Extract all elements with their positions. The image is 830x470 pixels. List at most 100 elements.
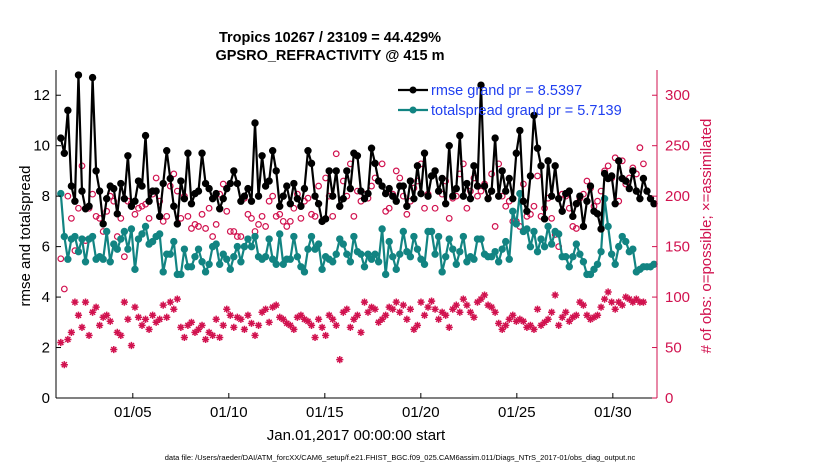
assimilated-obs-point	[629, 298, 637, 306]
series-rmse-point	[325, 167, 333, 175]
assimilated-obs-point	[562, 308, 570, 316]
assimilated-obs-point	[103, 311, 111, 319]
possible-obs-point	[92, 212, 100, 220]
legend-rmse-label: rmse grand pr = 8.5397	[431, 83, 582, 99]
series-rmse-point	[92, 167, 100, 175]
possible-obs-point	[636, 144, 644, 152]
chart-title-line2: GPSRO_REFRACTIVITY @ 415 m	[215, 48, 444, 64]
assimilated-obs-point	[124, 315, 132, 323]
assimilated-obs-point	[389, 305, 397, 313]
series-rmse-point	[261, 182, 270, 190]
legend-totalspread-marker	[409, 106, 417, 114]
series-rmse-point	[145, 197, 153, 205]
assimilated-obs-point	[191, 328, 199, 336]
assimilated-obs-point	[293, 313, 301, 321]
series-rmse-point	[357, 187, 365, 195]
series-totalspread-point	[615, 242, 623, 251]
x-tick-label: 01/25	[498, 404, 536, 421]
assimilated-obs-point	[495, 319, 503, 327]
assimilated-obs-point	[120, 298, 128, 306]
series-totalspread-point	[371, 250, 379, 258]
assimilated-obs-point	[67, 328, 75, 336]
x-tick-label: 01/10	[210, 404, 248, 421]
assimilated-obs-point	[406, 305, 414, 313]
series-rmse-point	[526, 172, 535, 180]
series-rmse-point	[343, 167, 351, 175]
series-totalspread-point	[99, 255, 107, 263]
series-totalspread-point	[445, 235, 453, 243]
y-right-tick-label: 50	[665, 340, 682, 357]
series-rmse-point	[184, 149, 192, 157]
assimilated-obs-point	[258, 308, 266, 316]
assimilated-obs-point	[484, 301, 492, 309]
x-tick-label: 01/20	[402, 404, 440, 421]
possible-obs-point	[67, 214, 75, 222]
series-rmse-point	[551, 162, 559, 170]
assimilated-obs-point	[159, 301, 167, 309]
series-rmse-point	[593, 210, 602, 218]
assimilated-obs-point	[410, 325, 418, 333]
possible-obs-point	[145, 214, 153, 222]
y-right-tick-label: 300	[665, 87, 690, 104]
series-totalspread-point	[431, 250, 439, 258]
series-rmse-point	[311, 192, 319, 200]
series-rmse-point	[438, 174, 446, 183]
assimilated-obs-point	[477, 295, 485, 303]
series-totalspread-point	[110, 240, 118, 248]
assimilated-obs-point	[237, 315, 245, 323]
series-rmse-point	[251, 119, 259, 127]
series-totalspread-point	[590, 265, 598, 274]
series-rmse-point	[371, 159, 379, 168]
series-totalspread-point	[611, 260, 619, 268]
possible-obs-point	[230, 228, 238, 235]
series-rmse-point	[360, 194, 369, 203]
assimilated-obs-point	[325, 311, 333, 319]
series-rmse-point	[201, 179, 210, 188]
assimilated-obs-point	[283, 319, 291, 327]
series-totalspread-point	[240, 242, 249, 251]
possible-obs-point	[57, 255, 65, 263]
series-rmse-point	[336, 202, 344, 210]
possible-obs-point	[209, 233, 217, 240]
assimilated-obs-point	[233, 313, 241, 321]
possible-obs-point	[258, 212, 266, 220]
series-totalspread-point	[403, 247, 411, 256]
series-totalspread-point	[216, 260, 224, 268]
assimilated-obs-point	[166, 298, 174, 306]
series-totalspread-point	[307, 232, 316, 241]
series-rmse-point	[530, 111, 538, 120]
series-totalspread-point	[57, 189, 65, 198]
series-rmse-point	[339, 194, 347, 203]
assimilated-obs-point	[194, 325, 203, 333]
series-totalspread-point	[463, 258, 471, 266]
series-rmse-point	[103, 194, 111, 203]
series-totalspread-point	[177, 270, 185, 279]
series-totalspread-point	[378, 225, 386, 233]
assimilated-obs-point	[262, 305, 270, 313]
possible-obs-point	[290, 204, 298, 212]
series-rmse-point	[636, 194, 644, 203]
series-totalspread-point	[374, 258, 383, 266]
series-rmse-point	[74, 71, 83, 79]
possible-obs-point	[223, 207, 231, 215]
series-rmse-point	[304, 147, 312, 155]
series-totalspread-point	[562, 253, 570, 261]
assimilated-obs-point	[615, 298, 623, 306]
assimilated-obs-point	[212, 315, 220, 323]
series-rmse-point	[622, 177, 630, 185]
series-rmse-point	[643, 187, 651, 195]
assimilated-obs-point	[438, 308, 446, 316]
assimilated-obs-point	[593, 311, 602, 319]
series-rmse-point	[314, 200, 323, 208]
series-rmse-point	[247, 197, 256, 205]
series-rmse-point	[367, 144, 376, 152]
series-totalspread-point	[569, 253, 577, 261]
series-rmse-point	[173, 220, 182, 228]
series-rmse-point	[152, 187, 160, 195]
series-rmse-point	[449, 192, 457, 200]
series-totalspread-point	[399, 227, 408, 236]
assimilated-obs-point	[586, 315, 595, 323]
assimilated-obs-point	[311, 333, 319, 342]
series-rmse-point	[484, 194, 492, 203]
